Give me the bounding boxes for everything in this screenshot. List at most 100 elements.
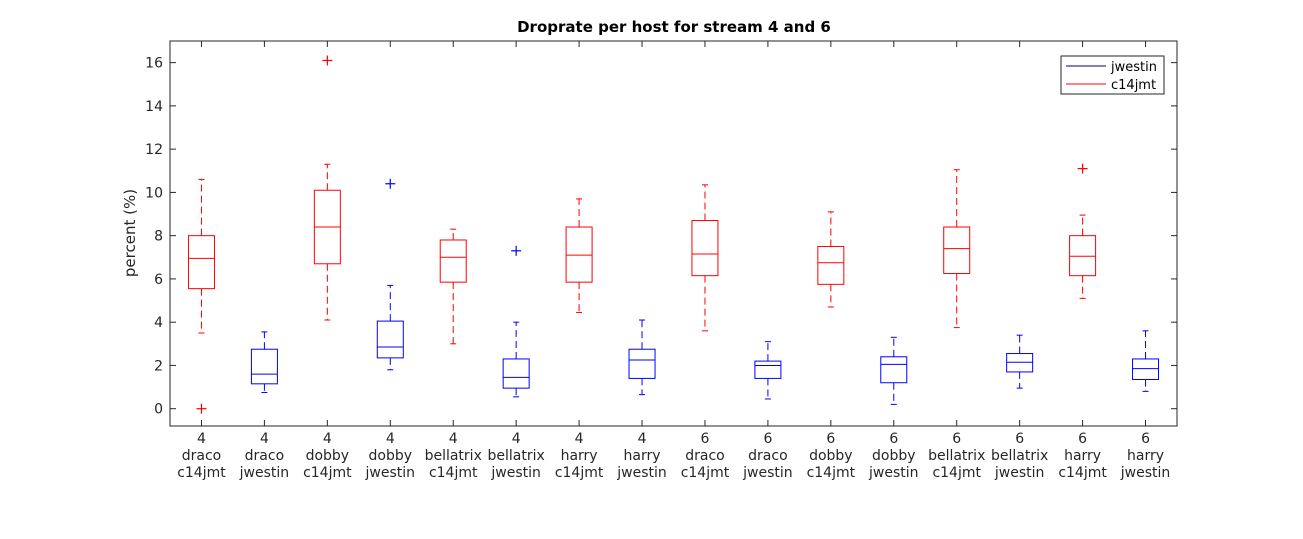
- legend-box: [1060, 55, 1165, 95]
- x-tick-label-line: harry: [624, 448, 661, 464]
- x-tick-label-line: draco: [748, 448, 787, 464]
- x-tick-label-line: 4: [575, 431, 584, 447]
- y-tick-label: 4: [154, 315, 163, 331]
- x-tick-label: 6 bellatrix c14jmt: [928, 431, 985, 481]
- box-4-dobby-c14jmt: 4 dobby c14jmt: [303, 41, 352, 481]
- x-tick-label-line: bellatrix: [488, 448, 545, 464]
- iqr-box: [628, 348, 656, 379]
- x-tick-label-line: jwestin: [490, 465, 541, 481]
- x-tick-label-line: harry: [1064, 448, 1101, 464]
- x-tick-label-line: c14jmt: [932, 465, 981, 481]
- x-tick-label-line: jwestin: [994, 465, 1045, 481]
- box-4-harry-jwestin: 4 harry jwestin: [616, 41, 667, 481]
- x-tick-label-line: 4: [386, 431, 395, 447]
- box-6-bellatrix-jwestin: 6 bellatrix jwestin: [991, 41, 1048, 481]
- outlier-point: [1077, 163, 1088, 174]
- box-6-draco-c14jmt: 6 draco c14jmt: [681, 41, 730, 481]
- x-tick-label: 4 bellatrix jwestin: [488, 431, 545, 481]
- x-tick-label-line: draco: [685, 448, 724, 464]
- x-tick-label-line: harry: [1127, 448, 1164, 464]
- box-6-dobby-c14jmt: 6 dobby c14jmt: [807, 41, 856, 481]
- box-4-dobby-jwestin: 4 dobby jwestin: [365, 41, 416, 481]
- legend: jwestin c14jmt: [1060, 55, 1165, 95]
- box-6-dobby-jwestin: 6 dobby jwestin: [868, 41, 919, 481]
- iqr-box: [943, 226, 971, 275]
- x-tick-label-line: c14jmt: [303, 465, 352, 481]
- y-tick-label: 8: [154, 229, 163, 245]
- x-tick-label-line: 4: [197, 431, 206, 447]
- x-tick-label-line: 4: [638, 431, 647, 447]
- box-6-harry-jwestin: 6 harry jwestin: [1120, 41, 1171, 481]
- x-tick-label-line: dobby: [809, 448, 853, 464]
- iqr-box: [250, 348, 278, 385]
- legend-label: jwestin: [1110, 60, 1157, 75]
- x-tick-label-line: c14jmt: [681, 465, 730, 481]
- x-tick-label-line: 4: [323, 431, 332, 447]
- x-tick-label-line: c14jmt: [807, 465, 856, 481]
- legend-label: c14jmt: [1111, 78, 1156, 93]
- x-tick-label-line: 6: [826, 431, 835, 447]
- x-tick-label-line: harry: [561, 448, 598, 464]
- x-tick-label-line: jwestin: [239, 465, 290, 481]
- x-tick-label-line: 6: [889, 431, 898, 447]
- x-tick-label-line: 6: [1078, 431, 1087, 447]
- outlier-point: [385, 178, 396, 189]
- x-tick-label-line: c14jmt: [1058, 465, 1107, 481]
- x-tick-label-line: jwestin: [1120, 465, 1171, 481]
- x-tick-label-line: bellatrix: [425, 448, 482, 464]
- box-6-draco-jwestin: 6 draco jwestin: [742, 41, 793, 481]
- axes-box: [169, 40, 1178, 427]
- x-tick-label-line: 6: [1141, 431, 1150, 447]
- iqr-box: [817, 245, 845, 285]
- box-4-draco-jwestin: 4 draco jwestin: [239, 41, 290, 481]
- x-tick-label-line: 6: [701, 431, 710, 447]
- x-tick-label-line: draco: [182, 448, 221, 464]
- x-tick-label-line: 6: [763, 431, 772, 447]
- x-tick-label-line: 4: [449, 431, 458, 447]
- box-6-harry-c14jmt: 6 harry c14jmt: [1058, 41, 1107, 481]
- outlier-point: [322, 55, 333, 66]
- outlier-point: [196, 403, 207, 414]
- iqr-box: [565, 226, 593, 283]
- iqr-box: [1006, 353, 1034, 373]
- box-6-bellatrix-c14jmt: 6 bellatrix c14jmt: [928, 41, 985, 481]
- x-tick-label-line: bellatrix: [928, 448, 985, 464]
- x-tick-label: 6 draco jwestin: [742, 431, 793, 481]
- y-axis-label: percent (%): [121, 189, 139, 277]
- outlier-point: [511, 245, 522, 256]
- x-tick-label: 4 harry c14jmt: [555, 431, 604, 481]
- y-tick-label: 12: [145, 142, 163, 158]
- iqr-box: [880, 356, 908, 384]
- box-4-draco-c14jmt: 4 draco c14jmt: [177, 41, 226, 481]
- x-tick-label: 6 harry jwestin: [1120, 431, 1171, 481]
- chart-title: Droprate per host for stream 4 and 6: [517, 18, 831, 36]
- iqr-box: [1132, 358, 1160, 380]
- x-tick-label-line: jwestin: [868, 465, 919, 481]
- iqr-box: [691, 220, 719, 277]
- y-tick-label: 16: [145, 56, 163, 72]
- x-tick-label-line: 6: [952, 431, 961, 447]
- x-tick-label: 4 harry jwestin: [616, 431, 667, 481]
- x-tick-label: 6 dobby jwestin: [868, 431, 919, 481]
- x-tick-label-line: 4: [512, 431, 521, 447]
- x-tick-label-line: jwestin: [616, 465, 667, 481]
- x-tick-label: 4 dobby jwestin: [365, 431, 416, 481]
- x-tick-label-line: c14jmt: [177, 465, 226, 481]
- x-tick-label: 6 bellatrix jwestin: [991, 431, 1048, 481]
- x-tick-label-line: dobby: [872, 448, 916, 464]
- x-tick-label-line: dobby: [369, 448, 413, 464]
- box-4-bellatrix-c14jmt: 4 bellatrix c14jmt: [425, 41, 482, 481]
- x-tick-label-line: 6: [1015, 431, 1024, 447]
- y-tick-label: 2: [154, 358, 163, 374]
- x-tick-label: 6 draco c14jmt: [681, 431, 730, 481]
- x-tick-label-line: 4: [260, 431, 269, 447]
- y-tick-label: 10: [145, 185, 163, 201]
- iqr-box: [1069, 235, 1097, 277]
- box-4-harry-c14jmt: 4 harry c14jmt: [555, 41, 604, 481]
- iqr-box: [187, 235, 215, 290]
- x-tick-label-line: jwestin: [365, 465, 416, 481]
- x-tick-label-line: c14jmt: [429, 465, 478, 481]
- box-4-bellatrix-jwestin: 4 bellatrix jwestin: [488, 41, 545, 481]
- x-tick-label: 4 draco c14jmt: [177, 431, 226, 481]
- y-tick-label: 6: [154, 272, 163, 288]
